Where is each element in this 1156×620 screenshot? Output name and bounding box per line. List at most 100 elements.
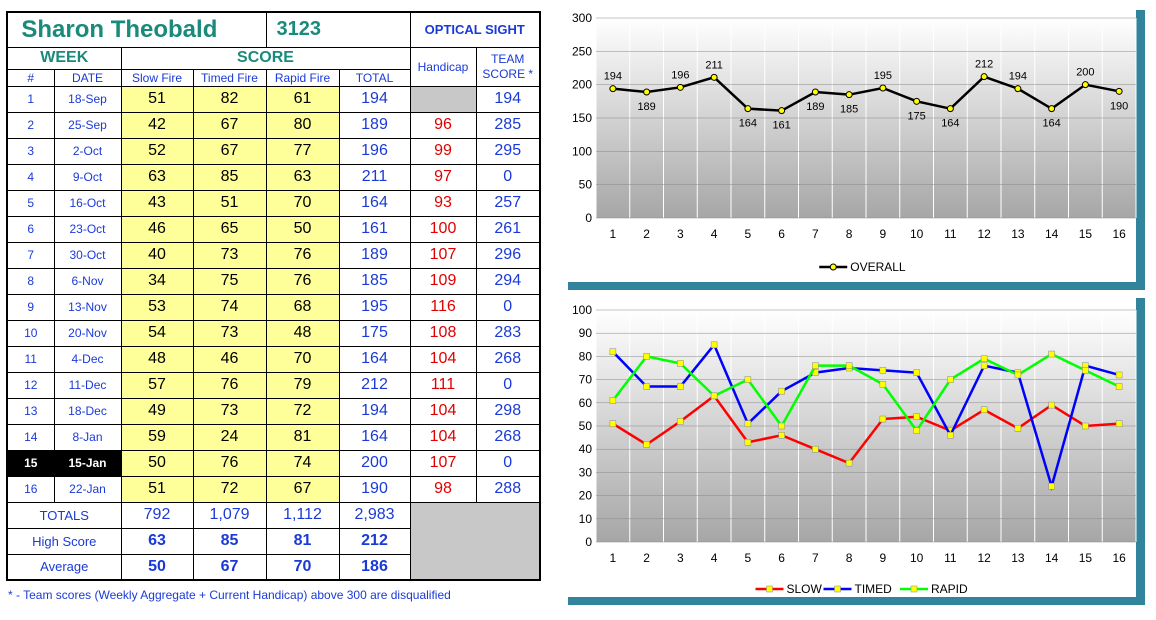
rapid-score: 70 (265, 189, 340, 217)
axis-background (556, 298, 568, 605)
data-point (845, 459, 853, 467)
x-tick-label: 11 (944, 551, 957, 565)
team-score: 298 (475, 397, 541, 425)
week-number: 1 (6, 85, 55, 113)
x-tick-label: 15 (1079, 227, 1093, 241)
data-label: 161 (772, 120, 790, 132)
y-tick-label: 40 (579, 442, 593, 456)
y-tick-label: 250 (572, 44, 592, 58)
slow-score: 49 (120, 397, 194, 425)
x-tick-label: 2 (643, 551, 650, 565)
slow-score: 50 (120, 449, 194, 477)
data-point (913, 427, 920, 434)
table-row: 9 13-Nov 53 74 68 195 116 0 (6, 293, 541, 321)
table-row: 1 18-Sep 51 82 61 194 194 (6, 85, 541, 113)
handicap-value: 107 (409, 241, 477, 269)
data-point (811, 88, 819, 96)
high-total: 212 (338, 527, 411, 555)
rapid-score: 70 (265, 345, 340, 373)
total-score: 196 (338, 137, 411, 165)
legend-label: TIMED (855, 582, 893, 596)
data-point (677, 383, 684, 390)
overall-chart-panel: 0 50 100 150 200 250 300 1 2 3 4 5 6 7 8 9 10 11 12 13 14 15 1… (556, 10, 1145, 290)
data-point (1081, 81, 1089, 89)
x-tick-label: 8 (846, 227, 853, 241)
timed-score: 67 (192, 137, 267, 165)
rapid-score: 81 (265, 423, 340, 451)
x-tick-label: 5 (745, 551, 752, 565)
team-score: 295 (475, 137, 541, 165)
data-point (710, 73, 718, 81)
timed-score: 73 (192, 397, 267, 425)
total-score: 189 (338, 111, 411, 139)
slow-score: 42 (120, 111, 194, 139)
handicap-value: 96 (409, 111, 477, 139)
rapid-score: 76 (265, 241, 340, 269)
data-point (677, 360, 684, 367)
data-point (879, 84, 887, 92)
shooter-number: 3123 (265, 11, 411, 48)
data-point (1115, 383, 1123, 390)
timed-score: 76 (192, 371, 267, 399)
team-score: 294 (475, 267, 541, 295)
team-score: 283 (475, 319, 541, 347)
rapid-score: 63 (265, 163, 340, 191)
slow-score: 59 (120, 423, 194, 451)
y-tick-label: 0 (585, 535, 592, 549)
y-tick-label: 200 (572, 78, 592, 92)
timed-score: 65 (192, 215, 267, 243)
data-label: 195 (874, 70, 892, 82)
high-slow: 63 (120, 527, 194, 555)
y-tick-label: 100 (572, 144, 592, 158)
data-point (744, 438, 752, 446)
data-point (609, 348, 617, 356)
table-row: 8 6-Nov 34 75 76 185 109 294 (6, 267, 541, 295)
handicap-value: 104 (409, 423, 477, 451)
slow-score: 53 (120, 293, 194, 321)
week-date: 9-Oct (53, 163, 122, 191)
axis-background (556, 10, 568, 290)
week-date: 11-Dec (53, 371, 122, 399)
timed-score: 72 (192, 475, 267, 503)
data-point (744, 420, 752, 427)
data-point (946, 105, 954, 113)
week-number: 7 (6, 241, 55, 269)
handicap-value: 100 (409, 215, 477, 243)
data-point (1048, 105, 1056, 113)
legend-marker (834, 585, 841, 593)
table-row: 12 11-Dec 57 76 79 212 111 0 (6, 371, 541, 399)
handicap-value: 99 (409, 137, 477, 165)
handicap-value: 98 (409, 475, 477, 503)
data-point (913, 369, 920, 376)
slow-score: 46 (120, 215, 194, 243)
rapid-score: 50 (265, 215, 340, 243)
series-line-timed (611, 342, 1120, 491)
x-tick-label: 14 (1045, 551, 1059, 565)
handicap-value: 111 (409, 371, 477, 399)
table-row: 3 2-Oct 52 67 77 196 99 295 (6, 137, 541, 165)
timed-score: 85 (192, 163, 267, 191)
week-date: 18-Sep (53, 85, 122, 113)
y-tick-label: 0 (585, 211, 592, 225)
rapid-score: 77 (265, 137, 340, 165)
slow-score: 40 (120, 241, 194, 269)
x-tick-label: 9 (880, 551, 887, 565)
total-score: 164 (338, 423, 411, 451)
x-tick-label: 2 (643, 227, 650, 241)
week-number: 6 (6, 215, 55, 243)
team-score: 268 (475, 423, 541, 451)
y-tick-label: 30 (579, 465, 593, 479)
total-score: 164 (338, 345, 411, 373)
data-point (710, 392, 718, 400)
table-row: 13 18-Dec 49 73 72 194 104 298 (6, 397, 541, 425)
total-score: 211 (338, 163, 411, 191)
total-score: 190 (338, 475, 411, 503)
data-point (913, 97, 921, 105)
totals-timed: 1,079 (192, 501, 267, 529)
team-score: 257 (475, 189, 541, 217)
footnote: * - Team scores (Weekly Aggregate + Curr… (8, 588, 451, 602)
avg-slow: 50 (120, 553, 194, 581)
total-score: 194 (338, 85, 411, 113)
week-header: WEEK (6, 46, 122, 70)
total-score: 161 (338, 215, 411, 243)
